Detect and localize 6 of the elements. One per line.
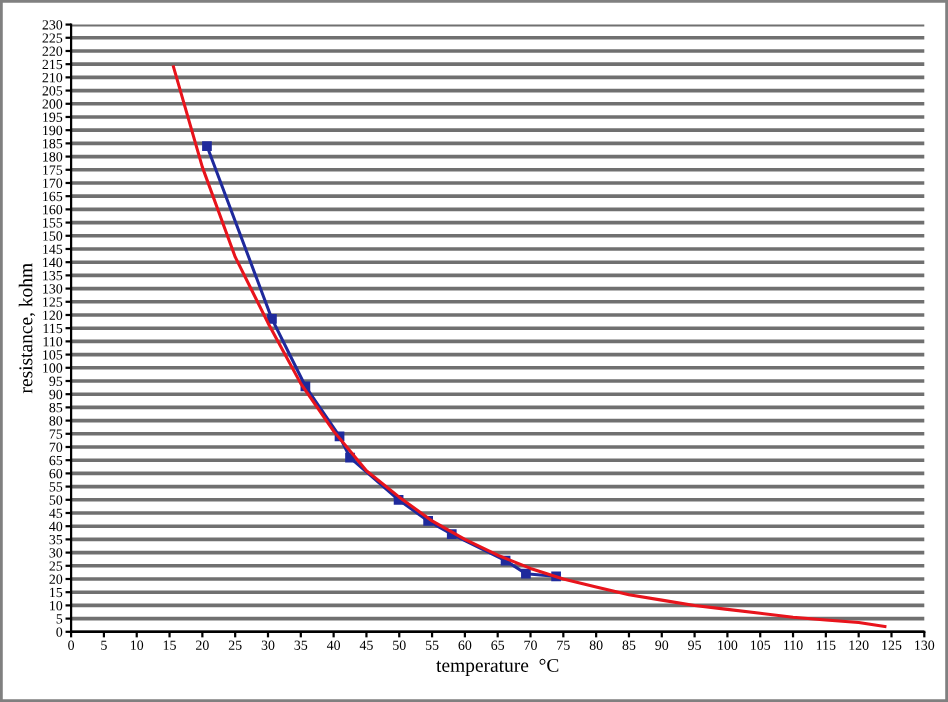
point [521, 568, 531, 579]
x-axis-title: temperature °C [436, 658, 559, 676]
y-axis-title: resistance, kohm [18, 263, 36, 394]
line-series [171, 65, 887, 629]
point [267, 314, 277, 324]
point [202, 141, 212, 151]
